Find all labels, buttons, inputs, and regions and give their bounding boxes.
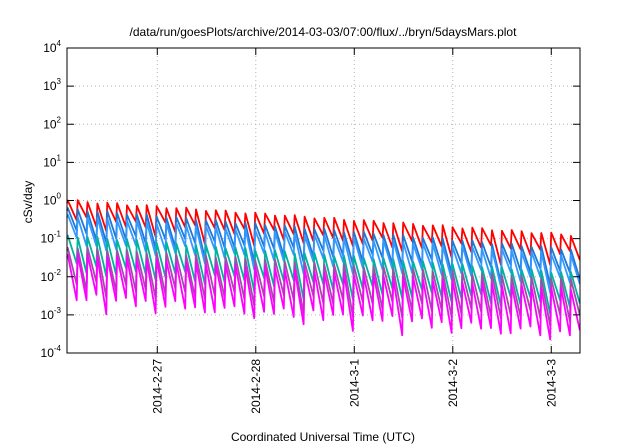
y-tick-label-base: 10 xyxy=(43,117,57,131)
y-tick-label-exponent: -4 xyxy=(54,344,62,353)
x-tick-label: 2014-2-27 xyxy=(150,359,164,414)
y-tick-label: 104 xyxy=(43,39,61,55)
y-tick-label: 100 xyxy=(43,192,61,208)
y-tick-label: 101 xyxy=(43,153,61,169)
y-tick-label-base: 10 xyxy=(43,79,57,93)
x-axis-ticks: 2014-2-27 2014-2-28 2014-3-1 2014-3-2 2014-3… xyxy=(150,48,558,414)
y-tick-label-base: 10 xyxy=(41,232,55,246)
series-lines xyxy=(66,199,581,341)
y-tick-label-base: 10 xyxy=(43,155,57,169)
x-axis-label: Coordinated Universal Time (UTC) xyxy=(231,430,415,444)
y-tick-label-base: 10 xyxy=(43,194,57,208)
y-tick-label: 102 xyxy=(43,115,61,131)
y-tick-label-exponent: -2 xyxy=(54,268,62,277)
y-tick-label-base: 10 xyxy=(43,41,57,55)
y-tick-label-exponent: 0 xyxy=(57,192,62,201)
y-axis-label: cSv/day xyxy=(21,181,35,224)
x-tick-label: 2014-2-28 xyxy=(249,359,263,414)
x-tick-label: 2014-3-1 xyxy=(347,359,361,407)
y-tick-label: 103 xyxy=(43,77,61,93)
y-tick-label-exponent: -3 xyxy=(54,306,62,315)
y-tick-label: 10-2 xyxy=(41,268,62,284)
x-tick-label: 2014-3-2 xyxy=(446,359,460,407)
y-tick-label: 10-1 xyxy=(41,230,62,246)
y-tick-label-exponent: -1 xyxy=(54,230,62,239)
y-tick-label-exponent: 2 xyxy=(57,115,62,124)
y-tick-label: 10-4 xyxy=(41,344,62,360)
y-tick-label-exponent: 3 xyxy=(57,77,62,86)
y-tick-label-exponent: 4 xyxy=(57,39,62,48)
chart-title: /data/run/goesPlots/archive/2014-03-03/0… xyxy=(130,25,518,39)
y-tick-label: 10-3 xyxy=(41,306,62,322)
x-tick-label: 2014-3-3 xyxy=(544,359,558,407)
series-line xyxy=(66,253,581,341)
y-tick-label-base: 10 xyxy=(41,308,55,322)
y-tick-label-base: 10 xyxy=(41,346,55,360)
y-tick-label-base: 10 xyxy=(41,270,55,284)
y-tick-label-exponent: 1 xyxy=(57,153,62,162)
